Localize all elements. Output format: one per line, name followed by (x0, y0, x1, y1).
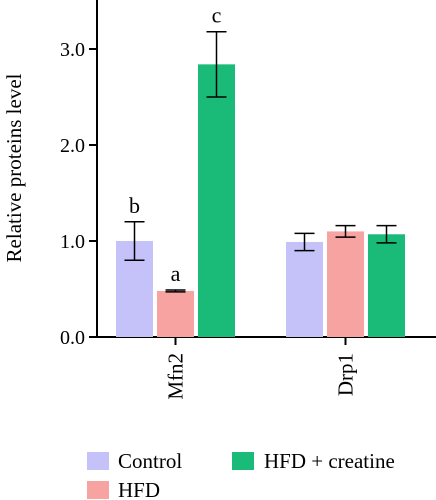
legend-item: HFD (87, 478, 160, 500)
legend: Control HFD HFD + creatine (87, 449, 395, 500)
significance-labels: b a c (129, 3, 222, 286)
legend-item: Control (87, 449, 182, 473)
error-bar (294, 232, 315, 252)
error-bar (165, 289, 186, 293)
y-axis-ticks: 0.0 1.0 2.0 3.0 (60, 39, 97, 349)
error-bar (206, 30, 227, 98)
error-bar (376, 224, 397, 244)
y-tick-label: 0.0 (60, 327, 85, 349)
legend-item: HFD + creatine (232, 449, 395, 473)
legend-swatch (87, 481, 109, 499)
x-tick-label: Mfn2 (164, 353, 188, 400)
error-bars (124, 30, 397, 293)
y-axis-label: Relative proteins level (2, 73, 26, 262)
significance-label: b (129, 193, 140, 218)
legend-label: Control (118, 449, 182, 473)
legend-swatch (87, 452, 109, 470)
x-tick-label: Drp1 (334, 353, 358, 396)
legend-swatch (232, 452, 254, 470)
legend-label: HFD + creatine (264, 449, 395, 473)
significance-label: a (171, 261, 181, 286)
bar (327, 231, 364, 337)
y-tick-label: 3.0 (60, 39, 85, 61)
bar (368, 234, 405, 337)
x-axis-ticks: Mfn2 Drp1 (164, 337, 358, 400)
significance-label: c (212, 3, 222, 28)
y-tick-label: 2.0 (60, 135, 85, 157)
error-bar (335, 224, 356, 238)
y-tick-label: 1.0 (60, 231, 85, 253)
bar (198, 64, 235, 338)
bar (286, 241, 323, 337)
error-bar (124, 221, 145, 261)
bars (116, 64, 405, 338)
legend-label: HFD (118, 478, 160, 500)
bar (157, 290, 194, 337)
